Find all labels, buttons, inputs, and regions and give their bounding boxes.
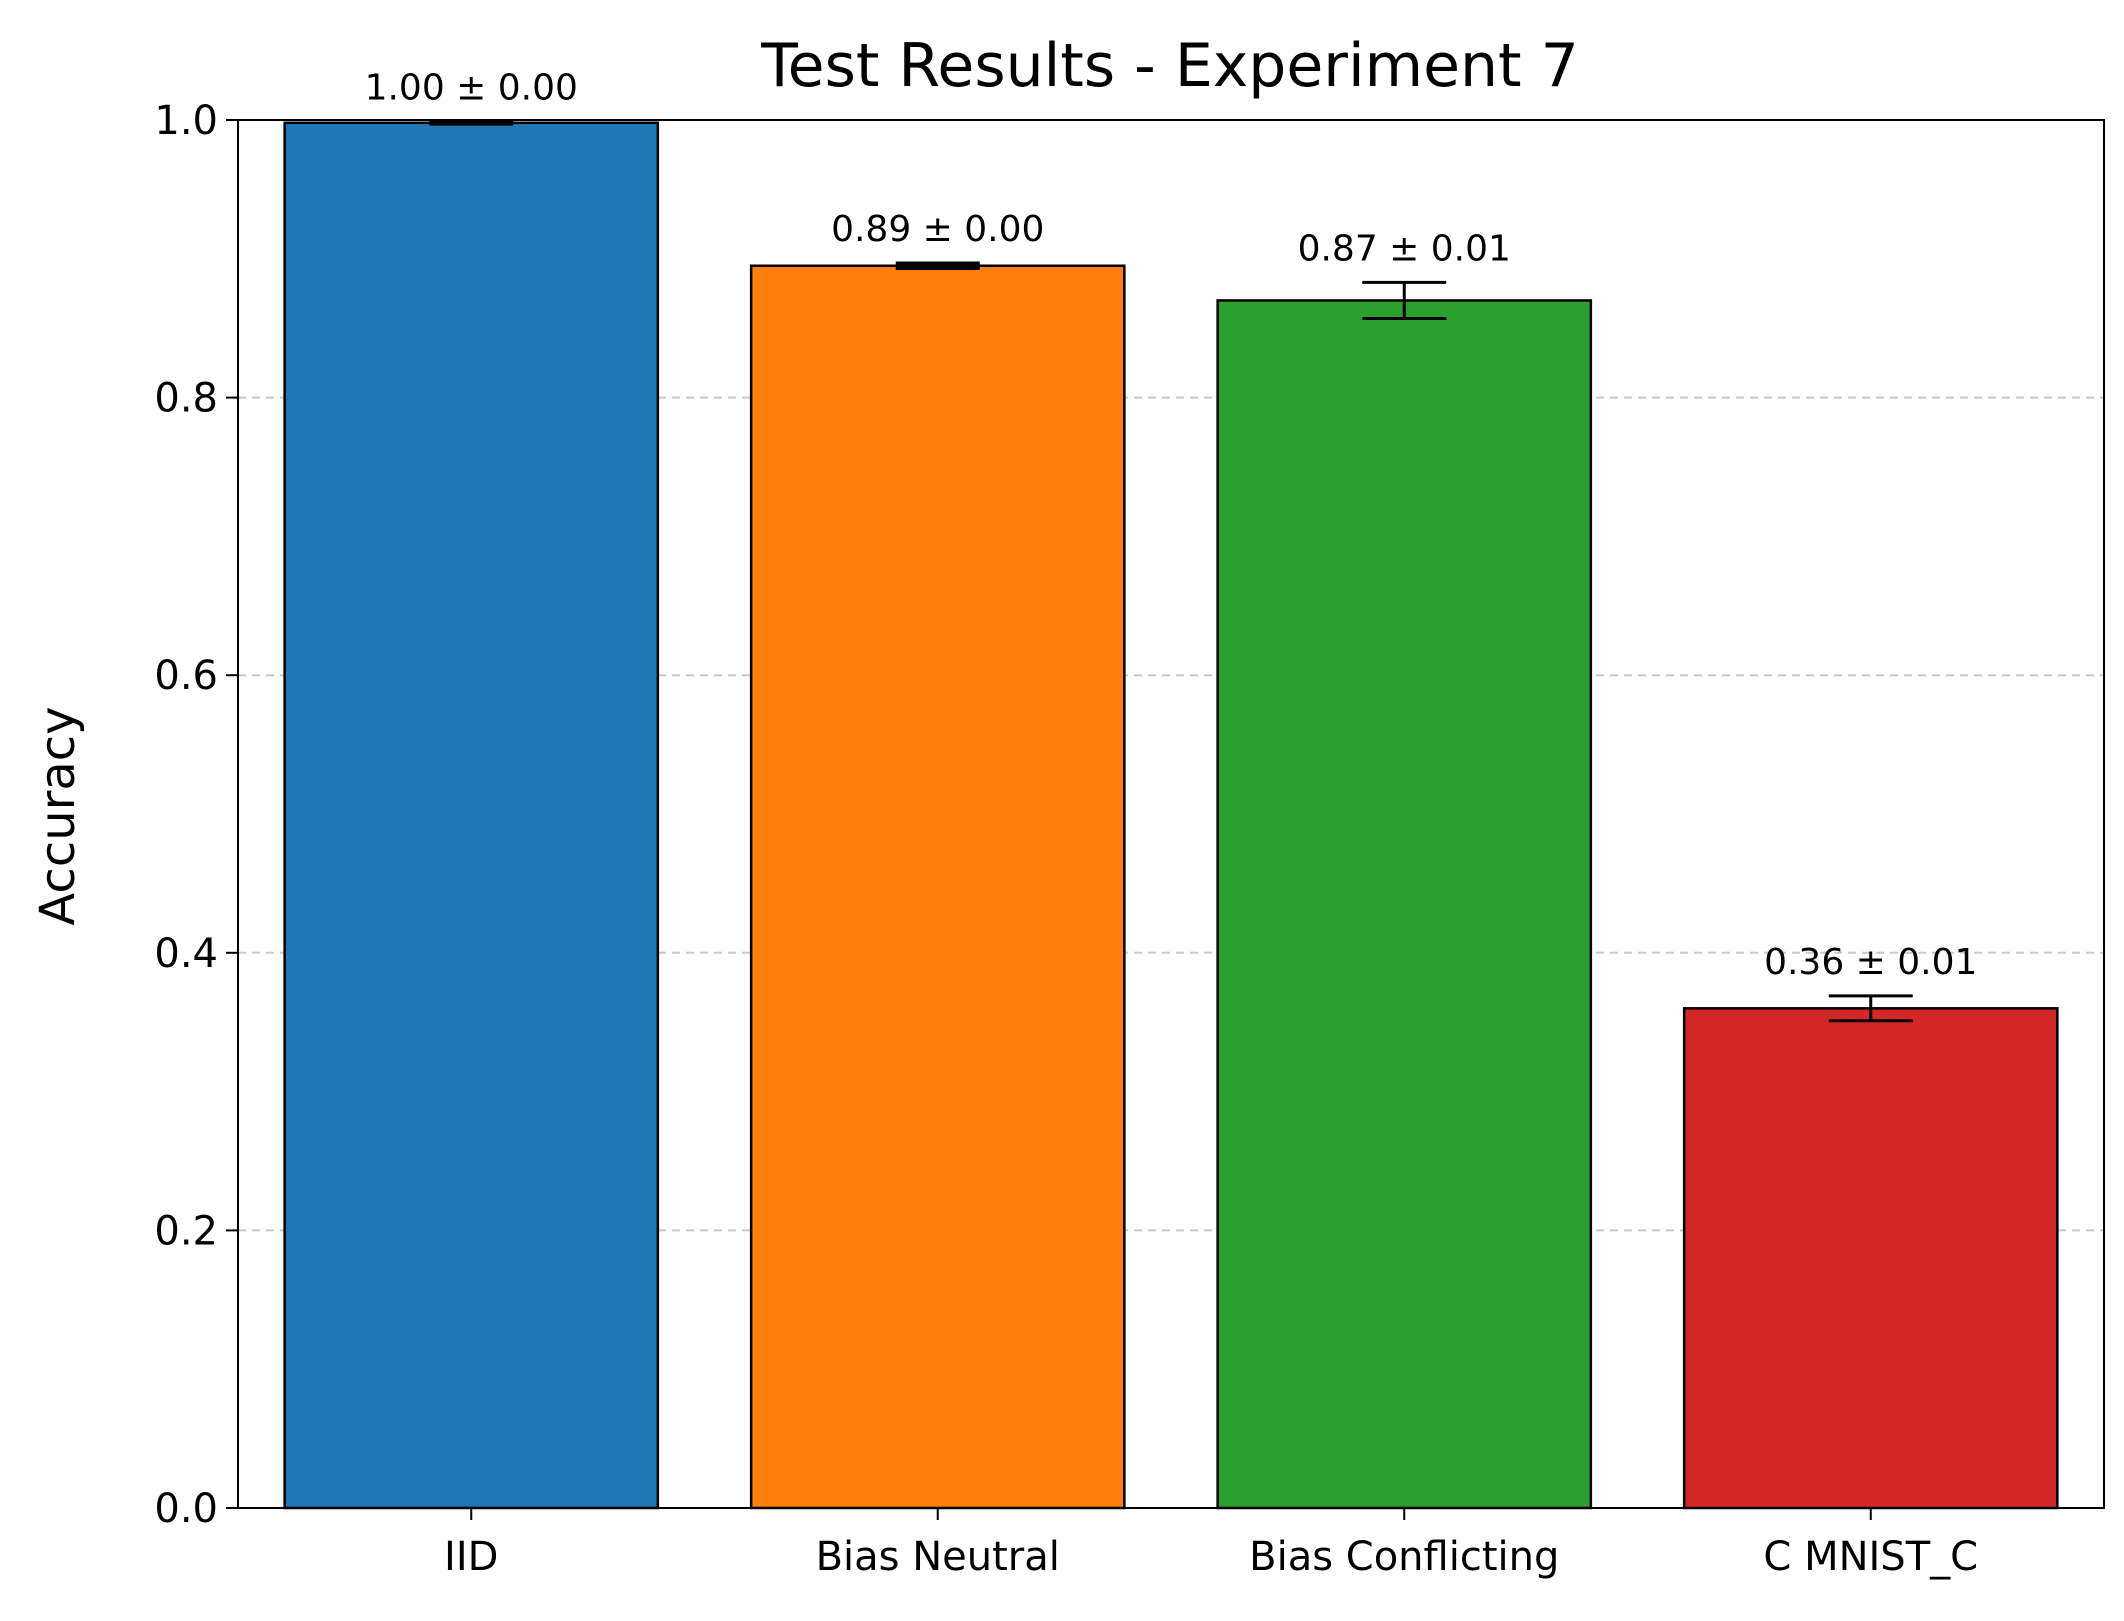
data-label: 0.89 ± 0.00 bbox=[831, 209, 1044, 250]
data-label: 1.00 ± 0.00 bbox=[365, 67, 578, 108]
y-tick-label: 1.0 bbox=[154, 98, 218, 144]
bar bbox=[1682, 1007, 2059, 1510]
bar bbox=[1216, 299, 1593, 1510]
plot-frame bbox=[237, 119, 2105, 1509]
y-axis-label: Accuracy bbox=[30, 706, 86, 925]
y-tick-label: 0.2 bbox=[154, 1208, 218, 1254]
chart-title: Test Results - Experiment 7 bbox=[760, 31, 1579, 101]
x-tick-label: Bias Neutral bbox=[816, 1534, 1060, 1580]
x-tick-label: IID bbox=[444, 1534, 498, 1580]
x-tick-label: C MNIST_C bbox=[1763, 1534, 1978, 1580]
y-axis-ticks: 0.0 0.2 0.4 0.6 0.8 1.0 bbox=[154, 98, 238, 1532]
x-axis-ticks: IID Bias Neutral Bias Conflicting C MNIST_C bbox=[444, 1508, 1978, 1580]
y-tick-label: 0.4 bbox=[154, 931, 218, 977]
y-tick-label: 0.8 bbox=[154, 376, 218, 422]
x-tick-label: Bias Conflicting bbox=[1249, 1534, 1559, 1580]
error-bars bbox=[429, 119, 1913, 1023]
bar bbox=[749, 264, 1126, 1510]
y-tick-label: 0.0 bbox=[154, 1486, 218, 1532]
value-labels: 1.00 ± 0.00 0.89 ± 0.00 0.87 ± 0.01 0.36 ± … bbox=[365, 67, 1978, 982]
y-tick-label: 0.6 bbox=[154, 653, 218, 699]
data-label: 0.87 ± 0.01 bbox=[1298, 228, 1511, 269]
bar bbox=[283, 121, 660, 1510]
data-label: 0.36 ± 0.01 bbox=[1764, 942, 1977, 983]
